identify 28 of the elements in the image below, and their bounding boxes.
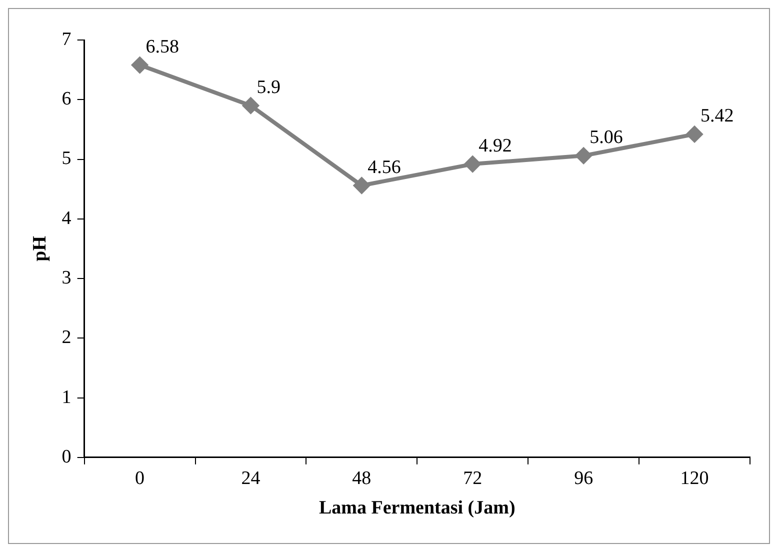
data-label: 5.06 [590,127,623,148]
x-tick-label: 24 [241,468,261,489]
y-tick-label: 1 [62,386,72,408]
point [242,98,259,114]
y-axis-title: pH [29,236,50,262]
y-tick-label: 0 [62,446,72,468]
y-tick-label: 5 [62,148,72,170]
x-tick-label: 48 [352,468,372,489]
point [576,148,592,164]
x-tick-label: 120 [680,468,709,489]
point [464,156,481,172]
data-label: 6.58 [146,36,180,58]
x-tick-label: 96 [574,468,594,489]
data-label: 4.56 [368,156,401,178]
point [686,126,703,142]
data-label: 5.42 [700,106,734,127]
point [132,57,148,74]
y-tick-label: 3 [62,268,72,288]
x-tick-label: 0 [135,468,145,489]
y-tick-label: 4 [62,208,72,229]
data-label: 4.92 [478,136,512,157]
y-tick-label: 6 [62,88,72,110]
y-tick-label: 2 [62,327,72,348]
data-label: 5.9 [256,77,280,98]
y-tick-label: 7 [62,28,72,50]
point [354,177,370,194]
x-axis-title: Lama Fermentasi (Jam) [319,498,516,519]
x-tick-label: 72 [463,468,482,489]
